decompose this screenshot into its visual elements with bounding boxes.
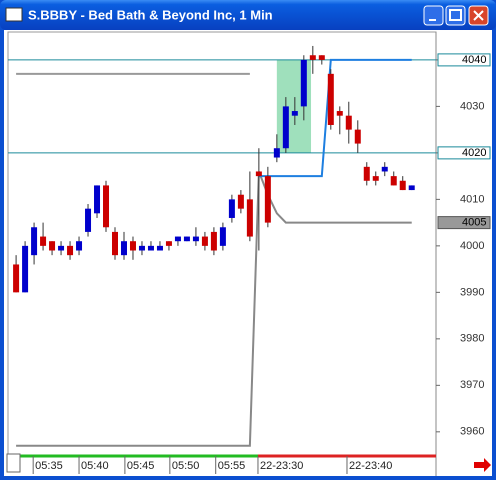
candle-body xyxy=(273,148,280,158)
candle-body xyxy=(120,241,127,256)
candle-body xyxy=(112,231,118,256)
candle-body xyxy=(300,59,307,107)
scroll-box[interactable] xyxy=(6,453,21,473)
candle-body xyxy=(282,106,289,149)
candle-body xyxy=(192,236,199,242)
candle-body xyxy=(138,245,145,251)
title-bar xyxy=(0,0,496,30)
x-tick-label: 05:55 xyxy=(218,460,246,472)
candle-body xyxy=(31,227,38,256)
candle-body xyxy=(228,199,235,218)
price-marker xyxy=(437,53,491,67)
price-marker-label: 4005 xyxy=(462,217,486,229)
minimize-button[interactable] xyxy=(423,5,444,26)
candle-body xyxy=(67,245,74,256)
window-title: S.BBBY - Bed Bath & Beyond Inc, 1 Min xyxy=(28,7,273,22)
candle-body xyxy=(399,180,406,191)
candle-body xyxy=(264,176,271,223)
plot-layer: 3960 3970 3980 3990 4000 4010 4020 4030 4040 05:3… xyxy=(8,45,484,474)
candle-body xyxy=(336,111,343,116)
candle-body xyxy=(363,166,370,181)
scroll-arrow[interactable] xyxy=(474,458,491,472)
candle-body xyxy=(76,241,83,251)
candle-body xyxy=(94,185,101,214)
y-tick-label: 3990 xyxy=(460,286,484,298)
x-tick-label: 22-23:40 xyxy=(349,460,392,472)
candle-body xyxy=(174,236,181,242)
candle-body xyxy=(327,73,334,125)
price-marker xyxy=(437,216,491,230)
y-tick-label: 3970 xyxy=(460,379,484,391)
candle-body xyxy=(201,236,208,246)
candle-body xyxy=(49,241,56,251)
candle-body xyxy=(85,208,92,232)
candle-body xyxy=(156,245,163,251)
candle-body xyxy=(210,231,217,251)
price-marker-label: 4040 xyxy=(462,54,486,66)
candle-body xyxy=(103,185,110,228)
candle-body xyxy=(183,236,190,242)
maximize-button[interactable] xyxy=(445,5,466,26)
candle-body xyxy=(354,129,361,144)
y-tick-label: 3980 xyxy=(460,333,484,345)
x-tick-label: 05:35 xyxy=(35,460,63,472)
maximize-icon xyxy=(449,9,462,21)
price-marker-label: 4020 xyxy=(462,147,486,159)
candle-body xyxy=(219,227,226,246)
candle-body xyxy=(381,166,388,172)
x-tick-label: 05:50 xyxy=(172,460,200,472)
y-tick-label: 3960 xyxy=(460,426,484,438)
indicator-line xyxy=(16,171,412,447)
candle-body xyxy=(22,245,29,293)
price-marker xyxy=(437,146,491,160)
candle-body xyxy=(246,199,253,237)
candle-body xyxy=(318,55,325,60)
candle-body xyxy=(309,55,316,60)
candle-body xyxy=(291,111,298,116)
candle-body xyxy=(13,264,20,293)
candle-body xyxy=(237,194,244,209)
close-icon xyxy=(473,10,484,21)
y-tick-label: 4010 xyxy=(460,193,484,205)
x-tick-label: 22-23:30 xyxy=(260,460,303,472)
candle-body xyxy=(129,241,136,251)
candle-body xyxy=(408,185,415,191)
x-tick-label: 05:45 xyxy=(127,460,155,472)
candle-body xyxy=(58,245,65,251)
app-icon xyxy=(5,7,23,22)
candle-body xyxy=(165,241,172,246)
candle-body xyxy=(345,115,352,130)
x-tick-label: 05:40 xyxy=(81,460,109,472)
candle-body xyxy=(147,245,154,251)
candle-body xyxy=(390,176,397,186)
candle-body xyxy=(40,236,47,246)
candle-body xyxy=(255,171,262,177)
y-tick-label: 4030 xyxy=(460,100,484,112)
indicator-line xyxy=(258,58,412,178)
y-tick-label: 4000 xyxy=(460,240,484,252)
candle-body xyxy=(372,176,379,181)
